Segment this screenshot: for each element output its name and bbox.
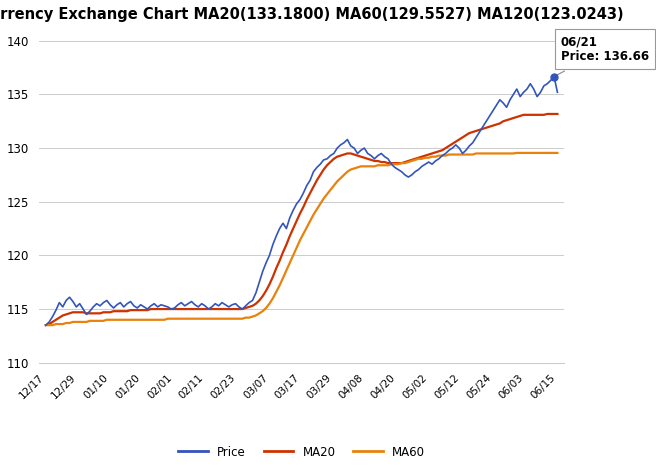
Legend: Price, MA20, MA60: Price, MA20, MA60	[173, 441, 430, 463]
Text: 06/21
Price: 136.66: 06/21 Price: 136.66	[556, 35, 649, 75]
Title: Currency Exchange Chart MA20(133.1800) MA60(129.5527) MA120(123.0243): Currency Exchange Chart MA20(133.1800) M…	[0, 7, 624, 22]
